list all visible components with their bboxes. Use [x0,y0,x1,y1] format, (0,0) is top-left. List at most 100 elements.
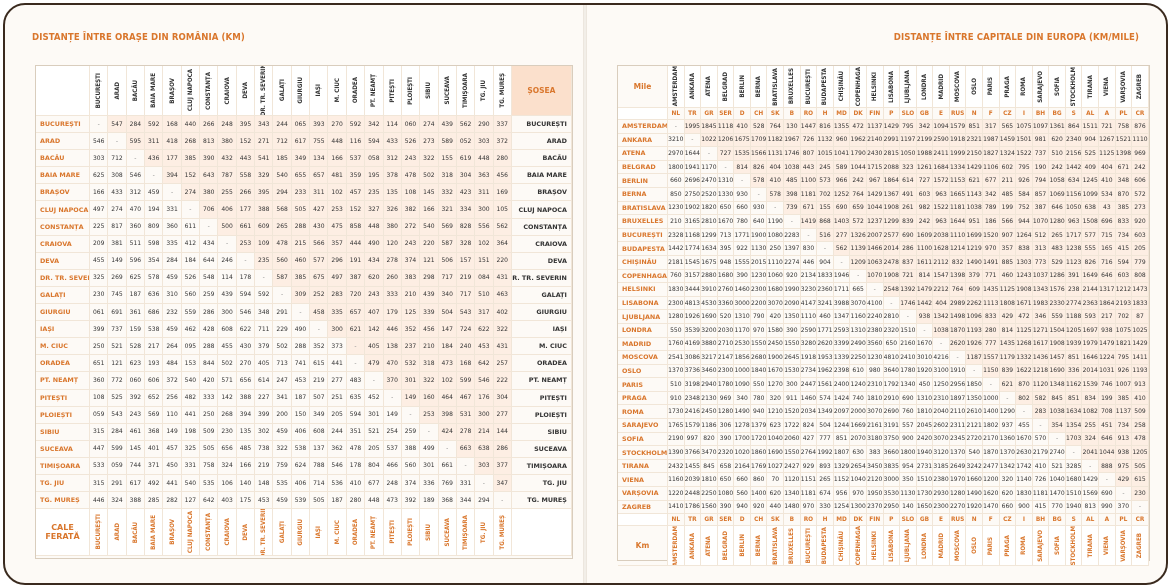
distance-cell: 410 [734,120,751,134]
distance-cell: 1143 [966,187,983,202]
distance-cell: 286 [493,440,512,458]
distance-cell: 479 [365,355,384,373]
column-footer: MADRID [933,526,950,567]
distance-cell: 2348 [684,391,702,406]
distance-cell: 1220 [668,487,685,501]
distance-cell: 1992 [817,446,834,460]
country-code: P [883,108,901,120]
distance-cell: 1040 [1049,473,1066,488]
column-header: BRATISLAVA [767,66,785,108]
distance-cell: 443 [236,150,256,168]
distance-cell: 250 [200,406,219,424]
distance-cell: 839 [999,364,1017,379]
distance-cell: 913 [1132,378,1149,392]
distance-cell: 147 [438,321,457,339]
distance-cell: 3750 [883,432,901,447]
distance-cell: 620 [767,487,785,501]
distance-cell: 610 [850,364,867,379]
distance-cell: 833 [1115,215,1133,229]
distance-cell: 179 [383,304,402,322]
distance-cell: 360 [90,372,109,390]
distance-cell: 144 [493,423,512,441]
column-header-label: ZAGREB [1136,73,1144,100]
distance-cell: 165 [1099,242,1116,256]
distance-cell: 2380 [866,323,884,338]
column-footer: BERLIN [734,526,751,567]
distance-cell: 625 [90,167,109,185]
country-code: CH [750,514,768,527]
distance-cell: 3910 [701,283,718,297]
distance-cell: 1303 [1016,255,1033,270]
column-footer: M. CIUC [328,509,347,557]
distance-cell: 562 [456,116,476,134]
distance-cell: 70 [767,473,785,488]
distance-cell: 2420 [916,432,934,447]
distance-cell: 802 [1016,391,1033,406]
distance-cell: 1473 [1132,283,1149,297]
country-code: D [734,514,751,527]
distance-cell: 534 [1099,187,1116,202]
distance-cell: 434 [365,252,384,270]
row-label-left: TIMIȘOARA [36,457,90,475]
distance-cell: 114 [383,116,402,134]
distance-cell: 1490 [966,487,983,501]
distance-cell: 659 [850,201,867,216]
distance-cell: 532 [401,355,421,373]
distance-cell: 1264 [1016,228,1033,243]
distance-cell: 589 [833,160,851,175]
distance-cell: 1703 [1065,432,1083,447]
distance-cell: 248 [383,474,402,493]
distance-cell: 243 [401,150,421,168]
distance-cell: 395 [255,184,274,202]
distance-cell: 643 [200,167,219,185]
country-code: GR [701,108,718,120]
distance-cell: 060 [126,372,146,390]
distance-cell: 759 [273,457,292,475]
column-footer-label: PT. NEAMȚ [370,515,378,549]
distance-cell: 826 [1082,255,1100,270]
distance-cell: 283 [1032,405,1050,420]
column-header-label: ARAD [113,81,121,100]
distance-cell: 1181 [800,487,818,501]
distance-cell: 311 [145,133,164,151]
distance-cell: 2038 [933,228,950,243]
distance-cell: 559 [1049,310,1066,324]
distance-cell: 777 [982,337,1000,352]
distance-cell: 273 [420,133,439,151]
distance-cell: 310 [163,286,182,305]
row-label-right: GIURGIU [511,304,572,322]
distance-cell: 550 [750,378,768,392]
distance-cell: 2181 [668,255,685,270]
column-header: MOSCOVA [949,66,967,108]
distance-cell: 1920 [966,500,983,515]
distance-cell: 374 [401,474,421,493]
distance-cell: 372 [493,133,512,151]
distance-cell: 1900 [767,351,785,365]
distance-cell: 322 [420,372,439,390]
distance-cell: 121 [108,355,127,373]
distance-cell: 255 [218,184,237,202]
distance-cell: 569 [438,218,457,236]
distance-cell: 814 [734,160,751,175]
column-header-label: OSLO [970,78,978,95]
distance-cell: 1153 [949,174,967,188]
distance-cell: 205 [1132,242,1149,256]
column-footer-label: CLUJ NAPOCA [186,511,194,554]
distance-cell: 2696 [684,174,702,188]
distance-cell: 274 [181,184,201,202]
distance-cell: 1210 [767,405,785,420]
distance-cell: 3070 [866,405,884,420]
distance-cell: - [108,133,127,151]
distance-cell: 557 [900,419,917,433]
distance-cell: 1367 [883,187,901,202]
distance-cell: 1063 [866,255,884,270]
distance-cell: 410 [346,474,366,493]
column-footer-label: BERNA [755,535,763,557]
distance-cell: 1113 [982,296,1000,311]
column-footer: BUDAPESTA [817,526,834,567]
distance-cell: 2740 [1049,446,1066,460]
column-header-label: LISABONA [887,70,895,103]
distance-cell: 1897 [949,391,967,406]
distance-cell: 1080 [717,487,735,501]
distance-cell: 578 [750,174,768,188]
